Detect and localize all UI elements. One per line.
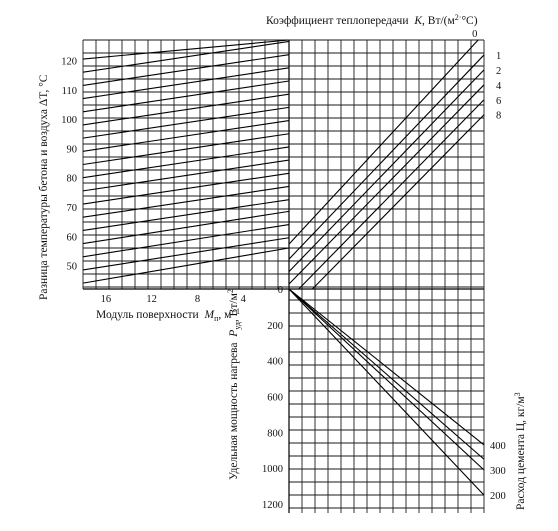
k-axis-label: Коэффициент теплопередачи K, Вт/(м2·°C) xyxy=(266,13,478,27)
temperature-line xyxy=(82,40,290,73)
lower-right-lines xyxy=(288,288,485,496)
axes xyxy=(83,40,484,513)
k-series-line xyxy=(298,99,485,290)
temperature-line xyxy=(82,159,290,192)
x-tick-label: 4 xyxy=(241,294,247,305)
y-tick-label: 60 xyxy=(67,232,78,243)
k-series-line xyxy=(312,114,485,290)
temperature-line xyxy=(82,210,290,245)
grid-right xyxy=(288,39,485,513)
temperature-line xyxy=(82,199,290,231)
y-tick-label: 100 xyxy=(61,115,77,126)
temperature-line xyxy=(82,80,290,113)
temperature-line xyxy=(82,237,290,271)
k-series-line xyxy=(288,84,485,285)
cement-series-line xyxy=(288,288,485,446)
power-axis-label: Удельная мощность нагрева Pуд, Вт/м2 xyxy=(226,289,242,480)
x-tick-label: 12 xyxy=(146,294,157,305)
k-series-line xyxy=(288,69,485,272)
temperature-line xyxy=(82,120,290,152)
k-series-line xyxy=(288,39,479,245)
temperature-line xyxy=(82,146,290,179)
cement-series-label: 300 xyxy=(490,466,506,477)
tick-labels: 16 12 8 45060708090100110120012468020040060… xyxy=(61,29,506,511)
power-tick-label: 400 xyxy=(267,357,283,368)
cement-axis-label: Расход цемента Ц, кг/м3 xyxy=(513,392,527,510)
x-tick-label: 8 xyxy=(195,294,200,305)
y-tick-label: 50 xyxy=(67,262,78,273)
k-series-line xyxy=(288,54,485,260)
temperature-line xyxy=(82,185,290,218)
power-tick-label: 800 xyxy=(267,428,283,439)
y-tick-label: 80 xyxy=(67,174,78,185)
power-tick-label: 200 xyxy=(267,321,283,332)
x-tick-label: 16 xyxy=(101,294,112,305)
power-tick-label: 1200 xyxy=(262,500,283,511)
delta-t-axis-label: Разница температуры бетона и воздуха ΔT,… xyxy=(38,74,50,300)
grid-upper-left xyxy=(82,39,289,289)
power-tick-label: 0 xyxy=(278,285,283,296)
k-series-label: 4 xyxy=(496,81,502,92)
cement-series-line xyxy=(288,288,485,496)
cement-series-label: 200 xyxy=(490,491,506,502)
temperature-line xyxy=(82,67,290,100)
upper-right-lines xyxy=(288,39,485,290)
cement-series-label: 400 xyxy=(490,441,506,452)
m-axis-label: Модуль поверхности Mп, м−1 xyxy=(96,307,240,323)
power-tick-label: 600 xyxy=(267,393,283,404)
power-tick-label: 1000 xyxy=(262,464,283,475)
temperature-line xyxy=(82,172,290,205)
temperature-line xyxy=(82,93,290,126)
k-series-label: 1 xyxy=(496,51,501,62)
k-series-label: 2 xyxy=(496,66,501,77)
temperature-line xyxy=(82,106,290,139)
cement-series-line xyxy=(288,288,485,471)
cement-series-line xyxy=(288,288,485,460)
y-tick-label: 120 xyxy=(61,57,77,68)
y-tick-label: 110 xyxy=(62,86,77,97)
upper-left-lines xyxy=(82,39,290,284)
k-series-label: 8 xyxy=(496,111,501,122)
temperature-line xyxy=(82,133,290,166)
temperature-line xyxy=(82,224,290,258)
y-tick-label: 90 xyxy=(67,144,78,155)
temperature-line xyxy=(82,39,290,60)
temperature-line xyxy=(82,54,290,86)
k-series-label: 6 xyxy=(496,96,501,107)
k-series-label: 0 xyxy=(472,29,477,40)
temperature-line xyxy=(82,247,290,284)
y-tick-label: 70 xyxy=(67,203,78,214)
